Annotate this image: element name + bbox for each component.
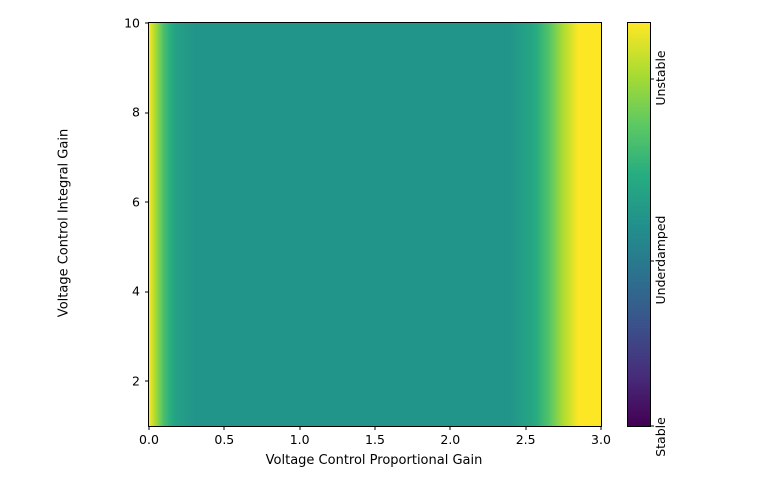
colorbar-label: Stable (652, 417, 668, 457)
colorbar-tick-mark (650, 260, 654, 262)
x-tick-mark (600, 426, 602, 430)
y-tick-mark (145, 380, 149, 382)
x-tick-label: 1.0 (289, 432, 310, 447)
colorbar-canvas (628, 23, 650, 426)
x-tick-mark (223, 426, 225, 430)
y-tick-mark (145, 201, 149, 203)
colorbar-tick-mark (650, 425, 654, 427)
x-tick-mark (299, 426, 301, 430)
x-tick-mark (148, 426, 150, 430)
y-tick-label: 8 (132, 104, 140, 120)
plot-area: 0.0 0.5 1.0 1.5 2.0 2.5 3.0 2 4 6 8 10 (124, 16, 611, 445)
colorbar-tick-mark (650, 78, 654, 80)
y-tick-mark (145, 112, 149, 114)
y-tick-mark (145, 291, 149, 293)
y-tick-label: 2 (132, 372, 140, 388)
y-tick-label: 4 (132, 283, 140, 299)
y-tick-mark (145, 22, 149, 24)
colorbar (627, 22, 654, 427)
x-tick-label: 2.5 (515, 432, 536, 447)
x-tick-mark (525, 426, 527, 430)
colorbar-label: Unstable (652, 50, 668, 107)
x-tick-label: 1.5 (365, 432, 385, 447)
x-tick-label: 0.0 (139, 432, 159, 447)
y-tick-label: 10 (124, 14, 140, 30)
x-tick-mark (449, 426, 451, 430)
x-tick-mark (374, 426, 376, 430)
x-tick-label: 2.0 (440, 432, 461, 447)
x-axis-label: Voltage Control Proportional Gain (265, 453, 483, 468)
x-tick-label: 0.5 (214, 432, 235, 447)
y-axis-label: Voltage Control Integral Gain (56, 128, 72, 318)
colorbar-label: Underdamped (652, 215, 668, 305)
heatmap-canvas (149, 23, 601, 426)
y-tick-label: 6 (132, 193, 140, 209)
x-tick-label: 3.0 (591, 432, 611, 447)
